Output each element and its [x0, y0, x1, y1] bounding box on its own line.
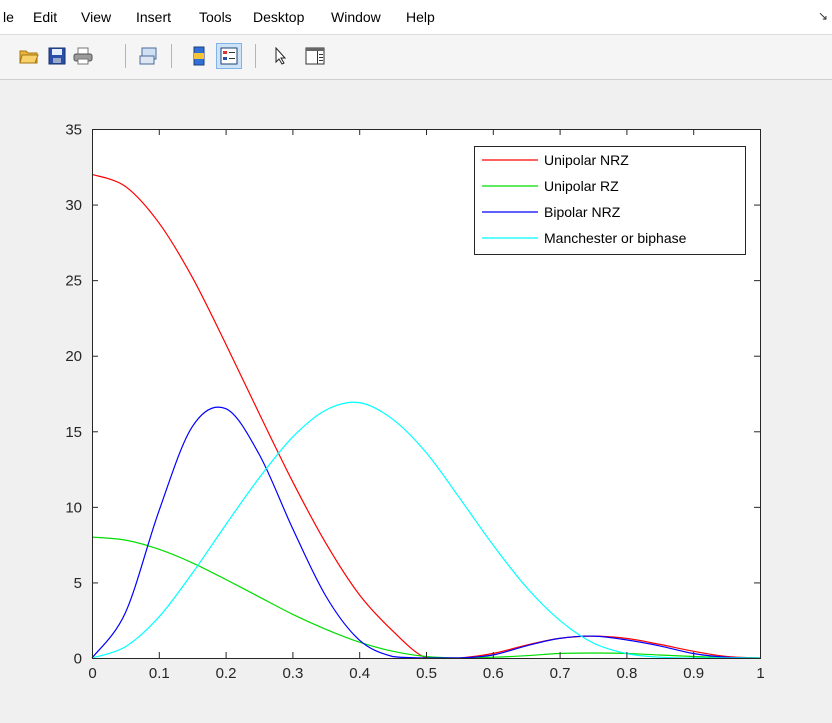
y-tick-label: 0	[74, 651, 82, 668]
series-line-bipolar-nrz	[91, 406, 761, 659]
legend-icon[interactable]	[216, 43, 242, 69]
x-tick-label: 0	[88, 665, 96, 682]
y-tick-label: 30	[65, 197, 82, 214]
toolbar-separator	[171, 44, 172, 68]
x-tick-label: 0.5	[416, 665, 437, 682]
x-tick-label: 0.8	[616, 665, 637, 682]
menu-desktop[interactable]: Desktop	[253, 9, 305, 25]
legend-label: Manchester or biphase	[544, 230, 687, 246]
x-tick-label: 0.1	[149, 665, 170, 682]
x-tick-label: 0.3	[282, 665, 303, 682]
x-tick-label: 0.7	[550, 665, 571, 682]
toolbar-separator	[255, 44, 256, 68]
x-tick-label: 1	[756, 665, 764, 682]
legend-box	[474, 146, 746, 255]
toolbar-separator	[125, 44, 126, 68]
dock-arrow-icon[interactable]: ↘	[817, 9, 828, 23]
menu-edit[interactable]: Edit	[33, 9, 58, 25]
legend-label: Unipolar NRZ	[544, 152, 629, 168]
line-chart: 0 0.1 0.2 0.3 0.4 0.5 0.6 0.7 0.8 0.9 105101520253…	[65, 122, 764, 683]
print-icon[interactable]	[70, 43, 96, 69]
y-tick-label: 15	[65, 424, 82, 441]
colorbar-icon[interactable]	[186, 43, 212, 69]
menu-window[interactable]: Window	[331, 9, 381, 25]
menu-view[interactable]: View	[81, 9, 112, 25]
legend[interactable]: Unipolar NRZ Unipolar RZ Bipolar NRZ Manche…	[474, 146, 746, 255]
toolbar	[0, 35, 832, 80]
x-tick-label: 0.6	[483, 665, 504, 682]
y-tick-label: 25	[65, 273, 82, 290]
series-line-manchester-or-biphase	[91, 401, 760, 659]
property-inspector-icon[interactable]	[302, 43, 328, 69]
y-tick-label: 20	[65, 348, 82, 365]
menu-file[interactable]: le	[3, 9, 14, 25]
menu-tools[interactable]: Tools	[199, 9, 232, 25]
legend-label: Bipolar NRZ	[544, 204, 621, 220]
menu-help[interactable]: Help	[406, 9, 435, 25]
save-icon[interactable]	[44, 43, 70, 69]
menu-insert[interactable]: Insert	[136, 9, 172, 25]
ticks-layer: 0 0.1 0.2 0.3 0.4 0.5 0.6 0.7 0.8 0.9 105101520253…	[65, 122, 764, 683]
y-tick-label: 10	[65, 499, 82, 516]
menu-bar: le Edit View Insert Tools Desktop Window…	[0, 0, 832, 35]
link-plot-icon[interactable]	[136, 43, 162, 69]
legend-label: Unipolar RZ	[544, 178, 619, 194]
x-tick-label: 0.2	[216, 665, 237, 682]
y-tick-label: 35	[65, 122, 82, 139]
x-tick-label: 0.9	[683, 665, 704, 682]
y-tick-label: 5	[74, 575, 82, 592]
open-file-icon[interactable]	[16, 43, 42, 69]
edit-plot-icon[interactable]	[268, 43, 294, 69]
x-tick-label: 0.4	[349, 665, 370, 682]
